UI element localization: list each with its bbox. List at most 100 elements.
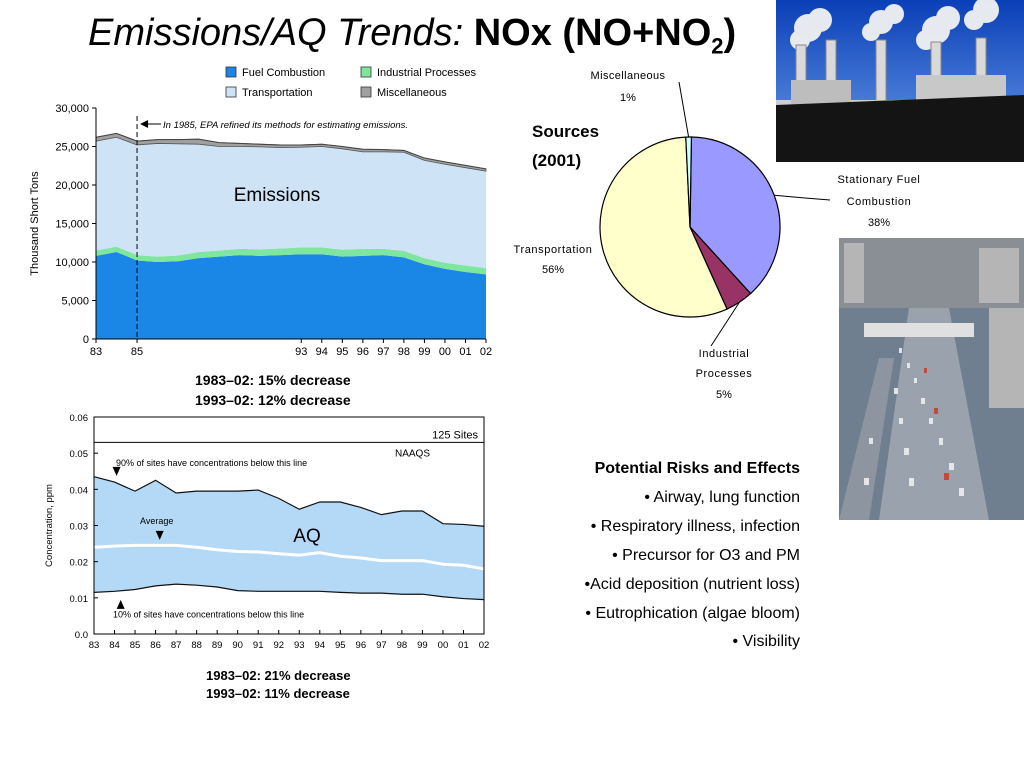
average-note-arrow [155, 530, 164, 540]
x-tick-label: 99 [417, 640, 428, 651]
pie-slice [689, 136, 781, 295]
lower-note: 10% of sites have concentrations below t… [113, 609, 304, 619]
upper-percentile-line [93, 476, 485, 527]
stats-line: 1983–02: 15% decrease [195, 372, 351, 388]
x-tick-label: 94 [315, 640, 326, 651]
y-tick-label: 0.04 [70, 485, 89, 496]
legend-swatch [225, 86, 237, 98]
y-tick-label: 15,000 [55, 219, 89, 231]
upper-note-arrow [112, 466, 121, 476]
y-tick-label: 0.02 [70, 558, 89, 569]
x-tick-label: 86 [150, 640, 161, 651]
y-tick-label: 5,000 [61, 296, 89, 308]
title-bold: NOx (NO+NO2) [473, 12, 736, 59]
risk-item: •Acid deposition (nutrient loss) [584, 576, 800, 593]
x-tick-label: 85 [130, 640, 141, 651]
x-tick-label: 88 [191, 640, 202, 651]
legend-label: Transportation [242, 87, 313, 99]
emissions-chart: Fuel Combustion Industrial Processes Trans… [29, 66, 492, 408]
y-axis-label: Concentration, ppm [44, 484, 55, 567]
y-tick-label: 0.03 [70, 522, 89, 533]
risk-item: • Visibility [732, 633, 800, 650]
x-tick-label: 01 [458, 640, 469, 651]
lower-percentile-line [93, 583, 485, 601]
pie-label: Processes [696, 368, 753, 380]
pie-pct: 5% [716, 389, 732, 401]
stats-line: 1983–02: 21% decrease [206, 668, 351, 683]
area-series [96, 137, 486, 269]
stats-line: 1993–02: 11% decrease [206, 686, 350, 701]
pie-slice [599, 136, 728, 318]
title-formula: NOx (NO+NO [473, 12, 712, 54]
legend-label: Fuel Combustion [242, 67, 325, 79]
stats-line: 1993–02: 12% decrease [195, 392, 351, 408]
x-tick-label: 83 [89, 640, 100, 651]
legend-swatch [225, 66, 237, 78]
pie-label: Transportation [514, 244, 593, 256]
x-tick-label: 95 [336, 346, 348, 358]
x-tick-label: 93 [294, 640, 305, 651]
title-subscript: 2 [711, 33, 724, 59]
power-plant-image [776, 0, 1024, 162]
y-tick-label: 25,000 [55, 142, 89, 154]
x-tick-label: 89 [212, 640, 223, 651]
naaqs-label: NAAQS [395, 448, 430, 459]
pie-title: Sources [532, 122, 599, 141]
risk-item: • Precursor for O3 and PM [612, 547, 800, 564]
y-tick-label: 0.06 [70, 413, 89, 424]
legend-label: Industrial Processes [377, 67, 477, 79]
x-tick-label: 90 [232, 640, 243, 651]
slide-title: Emissions/AQ Trends: NOx (NO+NO2) [88, 12, 736, 60]
x-tick-label: 84 [109, 640, 120, 651]
pie-label: Miscellaneous [591, 70, 666, 82]
y-tick-label: 30,000 [55, 103, 89, 115]
area-series [96, 246, 486, 275]
upper-note: 90% of sites have concentrations below t… [116, 458, 307, 468]
pie-pct: 56% [542, 264, 564, 276]
highway-image [839, 238, 1024, 520]
y-axis-label: Thousand Short Tons [29, 171, 41, 276]
pie-leader-line [710, 301, 740, 347]
x-tick-label: 00 [438, 640, 449, 651]
x-tick-label: 02 [479, 640, 490, 651]
x-tick-label: 95 [335, 640, 346, 651]
power-plant-photo [776, 0, 1024, 162]
average-note: Average [140, 516, 173, 526]
total-line [95, 132, 487, 170]
pie-pct: 1% [620, 92, 636, 104]
annotation-text: In 1985, EPA refined its methods for est… [163, 120, 408, 131]
lower-note-arrow [116, 599, 125, 609]
x-tick-label: 85 [131, 346, 143, 358]
y-tick-label: 0.01 [70, 594, 89, 605]
area-series [96, 251, 486, 339]
y-tick-label: 0.05 [70, 449, 89, 460]
pie-title: (2001) [532, 151, 581, 170]
x-tick-label: 01 [459, 346, 471, 358]
x-tick-label: 92 [273, 640, 284, 651]
legend-label: Miscellaneous [377, 87, 447, 99]
x-tick-label: 00 [439, 346, 451, 358]
x-tick-label: 96 [357, 346, 369, 358]
risk-item: • Airway, lung function [644, 489, 800, 506]
x-tick-label: 91 [253, 640, 264, 651]
legend-swatch [360, 66, 372, 78]
x-tick-label: 83 [90, 346, 102, 358]
y-tick-label: 10,000 [55, 257, 89, 269]
aq-label: AQ [293, 526, 320, 547]
risk-item: • Eutrophication (algae bloom) [585, 605, 800, 622]
pie-leader-line [678, 81, 690, 138]
x-tick-label: 93 [295, 346, 307, 358]
emissions-label: Emissions [234, 185, 321, 206]
pie-slice [685, 136, 693, 228]
x-tick-label: 87 [171, 640, 182, 651]
pie-pct: 38% [868, 217, 890, 229]
traffic-photo [839, 238, 1024, 520]
x-tick-label: 02 [480, 346, 492, 358]
risk-item: • Respiratory illness, infection [590, 518, 800, 535]
pie-label: Stationary Fuel [838, 174, 921, 186]
x-tick-label: 99 [418, 346, 430, 358]
x-tick-label: 97 [376, 640, 387, 651]
percentile-band [94, 476, 484, 600]
x-tick-label: 98 [397, 640, 408, 651]
